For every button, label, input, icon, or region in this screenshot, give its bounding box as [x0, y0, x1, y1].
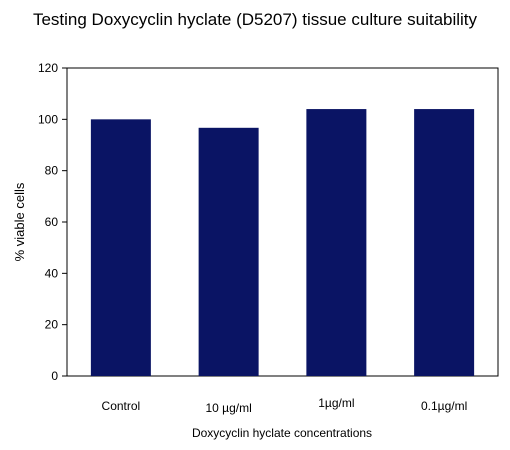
x-tick-label: 1µg/ml	[318, 396, 354, 410]
y-tick-label: 0	[51, 369, 58, 383]
x-axis-label: Doxycyclin hyclate concentrations	[192, 426, 372, 440]
x-tick-label: 10 µg/ml	[205, 401, 251, 415]
y-tick-label: 20	[45, 318, 59, 332]
bar-0	[90, 119, 151, 376]
y-tick-label: 100	[38, 112, 58, 126]
y-tick-label: 80	[45, 164, 59, 178]
x-tick-label: 0.1µg/ml	[421, 399, 467, 413]
y-axis-label: % viable cells	[12, 182, 27, 261]
bar-3	[414, 109, 475, 377]
bar-1	[198, 127, 259, 376]
chart-title: Testing Doxycyclin hyclate (D5207) tissu…	[32, 10, 478, 29]
y-tick-label: 60	[45, 215, 59, 229]
y-tick-label: 120	[38, 61, 58, 75]
bar-2	[306, 109, 367, 377]
x-tick-label: Control	[102, 399, 141, 413]
y-tick-label: 40	[45, 266, 59, 280]
